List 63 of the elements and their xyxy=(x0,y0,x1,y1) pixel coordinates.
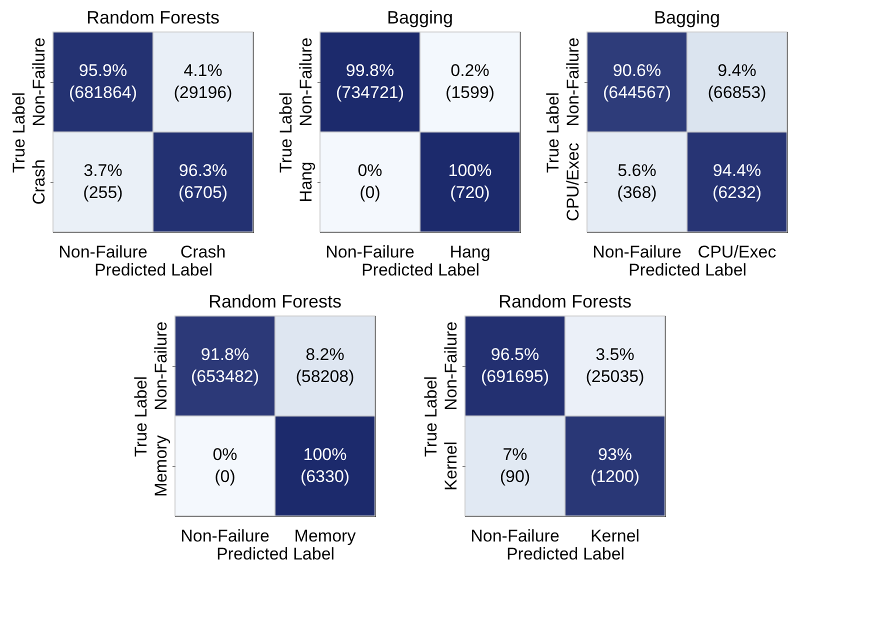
data-label: 0% xyxy=(358,161,382,180)
x-tick-label: CPU/Exec xyxy=(698,242,777,262)
chart-title: Random Forests xyxy=(208,292,342,312)
annotation: (644567) xyxy=(602,83,672,102)
annotation: (6330) xyxy=(300,467,350,486)
data-label: 0.2% xyxy=(450,61,490,80)
y-axis-title: True Label xyxy=(10,92,28,173)
x-tick-label: Non-Failure xyxy=(180,526,270,546)
annotation: (6232) xyxy=(712,183,762,202)
annotation: (66853) xyxy=(708,83,766,102)
chart-title: Random Forests xyxy=(498,292,632,312)
x-tick-label: Non-Failure xyxy=(592,242,682,262)
data-label: 3.5% xyxy=(596,345,634,364)
annotation: (58208) xyxy=(296,367,354,386)
data-label: 91.8% xyxy=(200,345,250,364)
data-label: 4.1% xyxy=(184,61,222,80)
data-label: 99.8% xyxy=(346,61,394,80)
y-axis-title: True Label xyxy=(132,376,150,457)
data-label: 5.6% xyxy=(618,161,656,180)
annotation: (255) xyxy=(83,183,123,202)
x-tick-label: Non-Failure xyxy=(58,242,148,262)
y-axis-title: True Label xyxy=(276,92,296,173)
chart-title: Random Forests xyxy=(86,8,220,28)
chart-title: Bagging xyxy=(654,8,720,28)
annotation: (0) xyxy=(214,467,236,486)
annotation: (734721) xyxy=(336,83,404,102)
chart-title: Bagging xyxy=(386,8,454,28)
y-axis-title: True Label xyxy=(544,92,562,173)
data-label: 95.9% xyxy=(78,61,128,80)
data-label: 3.7% xyxy=(84,161,122,180)
y-axis-title: True Label xyxy=(422,376,440,457)
annotation: (681864) xyxy=(68,83,138,102)
data-label: 90.6% xyxy=(612,61,662,80)
x-tick-label: Non-Failure xyxy=(470,526,560,546)
data-label: 8.2% xyxy=(306,345,344,364)
x-axis-title: Predicted Label xyxy=(94,260,213,280)
data-label: 0% xyxy=(212,445,238,464)
annotation: (90) xyxy=(500,467,530,486)
annotation: (6705) xyxy=(178,183,228,202)
x-tick-label: Non-Failure xyxy=(326,242,414,262)
x-axis-title: Predicted Label xyxy=(628,260,747,280)
data-label: 9.4% xyxy=(718,61,756,80)
x-axis-title: Predicted Label xyxy=(506,544,625,564)
x-axis-title: Predicted Label xyxy=(216,544,335,564)
annotation: (1200) xyxy=(590,467,640,486)
data-label: 96.3% xyxy=(178,161,228,180)
annotation: (29196) xyxy=(174,83,232,102)
x-tick-label: Kernel xyxy=(590,526,640,546)
data-label: 94.4% xyxy=(712,161,762,180)
data-label: 100% xyxy=(303,445,347,464)
data-label: 7% xyxy=(502,445,528,464)
data-label: 96.5% xyxy=(490,345,540,364)
annotation: (0) xyxy=(360,183,380,202)
annotation: (691695) xyxy=(480,367,550,386)
annotation: (25035) xyxy=(586,367,644,386)
data-label: 93% xyxy=(598,445,632,464)
annotation: (1599) xyxy=(445,83,495,102)
annotation: (720) xyxy=(450,183,490,202)
annotation: (653482) xyxy=(190,367,260,386)
annotation: (368) xyxy=(617,183,657,202)
data-label: 100% xyxy=(448,161,492,180)
x-tick-label: Crash xyxy=(180,242,226,262)
x-axis-title: Predicted Label xyxy=(361,260,480,280)
